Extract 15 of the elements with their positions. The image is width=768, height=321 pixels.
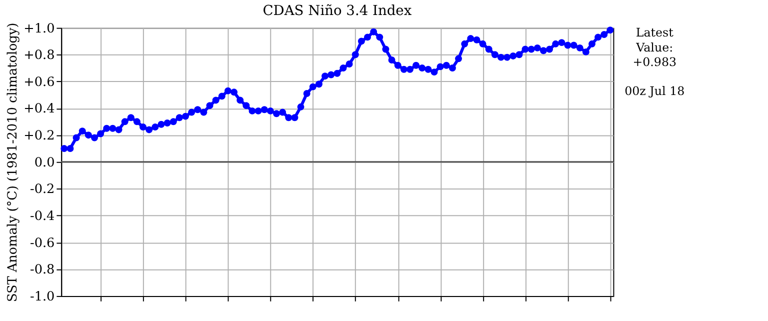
- y-tick-label: +0.8: [24, 48, 55, 64]
- text: Latest Value: +0.983: [632, 26, 677, 70]
- y-tick-label: +0.4: [24, 102, 55, 117]
- y-tick-label: +1.0: [24, 21, 55, 36]
- y-tick-label: -0.8: [30, 262, 55, 278]
- chart-title: CDAS Niño 3.4 Index: [262, 3, 412, 19]
- y-tick-label: -0.4: [30, 208, 55, 224]
- y-tick-label: -0.6: [30, 236, 55, 251]
- y-tick-label: +0.6: [24, 74, 55, 90]
- y-tick-label: 0.0: [34, 155, 55, 170]
- text: 00z Jul 18: [624, 84, 685, 98]
- y-tick-label: -1.0: [30, 289, 55, 304]
- y-axis-title: SST Anomaly (°C) (1981-2010 climatology): [6, 22, 21, 302]
- y-tick-label: -0.2: [30, 182, 55, 198]
- y-tick-label: +0.2: [24, 128, 55, 144]
